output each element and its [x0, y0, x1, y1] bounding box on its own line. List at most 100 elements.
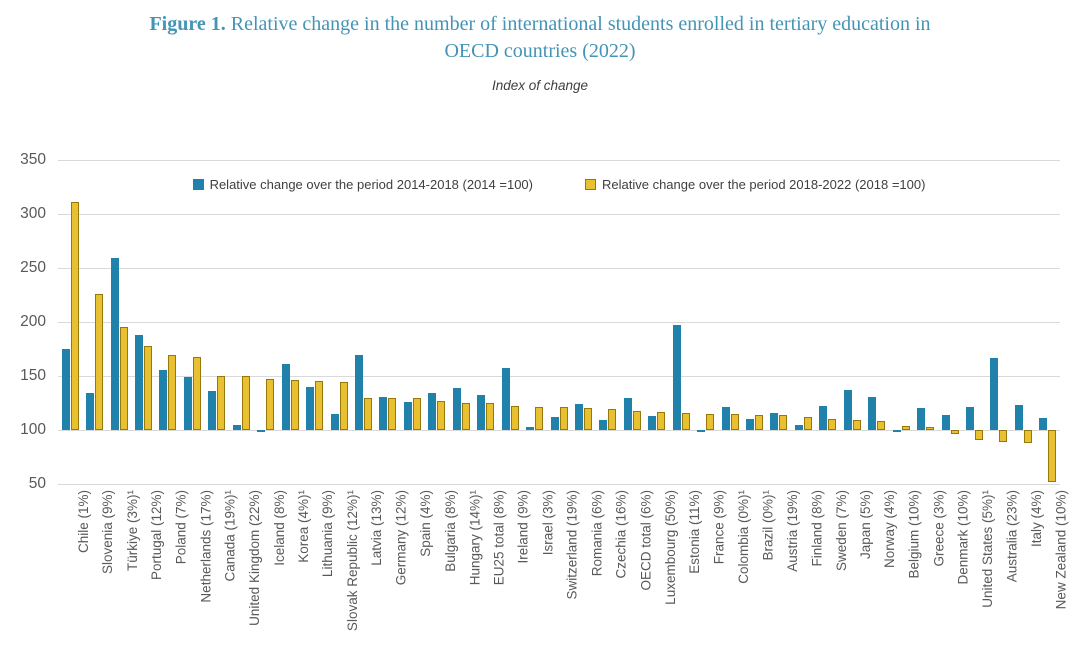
x-axis-label: Canada (19%)¹: [222, 490, 238, 582]
chart-legend: Relative change over the period 2014-201…: [58, 177, 1060, 192]
x-axis-label: Sweden (7%): [833, 490, 849, 572]
x-axis-label: Slovak Republic (12%)¹: [344, 490, 360, 632]
x-axis-label: Korea (4%)¹: [295, 490, 311, 563]
figure-title-line1: Figure 1. Relative change in the number …: [0, 11, 1080, 38]
bar-2014-2018: [843, 390, 852, 430]
x-axis-label: Japan (5%): [858, 490, 874, 560]
bar-2014-2018: [379, 396, 388, 430]
bar-2018-2022: [779, 414, 788, 430]
bar-2014-2018: [330, 413, 339, 430]
bar-2018-2022: [168, 355, 177, 430]
legend-label-2018-2022: Relative change over the period 2018-202…: [602, 177, 926, 192]
bar-2018-2022: [828, 419, 837, 430]
bar-2014-2018: [599, 420, 608, 430]
bar-2014-2018: [965, 407, 974, 430]
bar-2018-2022: [999, 430, 1008, 442]
y-axis-tick-100: 100: [20, 421, 46, 438]
bar-2018-2022: [95, 293, 104, 430]
bar-2014-2018: [917, 408, 926, 430]
chart-subtitle: Index of change: [491, 78, 589, 93]
x-axis-label: Czechia (16%): [613, 490, 629, 579]
bar-2014-2018: [281, 364, 290, 430]
bar-2014-2018: [697, 430, 706, 433]
y-axis-tick-50: 50: [28, 475, 46, 492]
x-axis-label: OECD total (6%): [638, 490, 654, 591]
bar-2018-2022: [437, 400, 446, 430]
gridline-250: [58, 268, 1060, 269]
bar-2014-2018: [306, 386, 315, 430]
x-axis-label: Poland (7%): [173, 490, 189, 565]
bar-2014-2018: [623, 397, 632, 430]
bar-2014-2018: [354, 355, 363, 430]
x-axis-label: Norway (4%): [882, 490, 898, 569]
bar-2018-2022: [583, 408, 592, 430]
bar-2018-2022: [290, 380, 299, 430]
bar-2014-2018: [208, 391, 217, 430]
x-axis-label: Greece (3%): [931, 490, 947, 567]
x-axis-label: Netherlands (17%): [198, 490, 214, 603]
legend-swatch-yellow-icon: [585, 179, 596, 190]
bar-2018-2022: [217, 376, 226, 430]
y-axis-tick-200: 200: [20, 313, 46, 330]
bar-2018-2022: [510, 406, 519, 430]
x-axis-label: United Kingdom (22%): [247, 490, 263, 626]
gridline-200: [58, 322, 1060, 323]
x-axis-label: Italy (4%): [1029, 490, 1045, 548]
bar-2014-2018: [452, 387, 461, 430]
bar-2014-2018: [990, 357, 999, 430]
bar-2018-2022: [852, 420, 861, 430]
figure-title-prefix: Figure 1.: [149, 13, 226, 35]
bar-2014-2018: [746, 419, 754, 430]
bar-2018-2022: [706, 413, 715, 430]
bar-2018-2022: [241, 376, 250, 430]
bar-2014-2018: [86, 393, 95, 430]
bar-2014-2018: [648, 415, 657, 430]
bar-2014-2018: [1014, 405, 1023, 430]
gridline-150: [58, 376, 1060, 377]
bar-2014-2018: [477, 395, 486, 430]
bar-2018-2022: [803, 417, 812, 430]
bar-2018-2022: [926, 426, 935, 430]
x-axis-label: Latvia (13%): [369, 490, 385, 566]
bar-2014-2018: [794, 424, 803, 430]
bar-2018-2022: [1048, 430, 1057, 482]
x-axis-label: United States (5%)¹: [980, 490, 996, 608]
x-axis-label: Finland (8%): [809, 490, 825, 567]
bar-2018-2022: [1023, 430, 1032, 443]
bar-2018-2022: [388, 397, 397, 430]
legend-item-2014-2018: Relative change over the period 2014-201…: [192, 177, 533, 192]
x-axis-label: Estonia (11%): [686, 490, 702, 574]
bar-2014-2018: [257, 430, 266, 433]
x-axis-label: EU25 total (8%): [491, 490, 507, 586]
bar-2014-2018: [135, 334, 144, 430]
bar-2014-2018: [550, 417, 559, 430]
x-axis-label: Denmark (10%): [955, 490, 971, 585]
bar-2014-2018: [61, 349, 70, 430]
x-axis-label: Türkiye (3%)¹: [124, 490, 140, 572]
y-axis-tick-250: 250: [20, 259, 46, 276]
bar-2018-2022: [877, 421, 886, 430]
x-axis-label: Slovenia (9%): [100, 490, 116, 575]
gridline-100: [58, 430, 1060, 431]
figure-title-text: Relative change in the number of interna…: [225, 13, 931, 35]
bar-2018-2022: [119, 327, 128, 430]
bar-2014-2018: [501, 368, 510, 430]
x-axis-label: France (9%): [711, 490, 727, 565]
bar-2018-2022: [608, 409, 617, 430]
bar-2018-2022: [70, 202, 79, 430]
x-axis-label: Ireland (9%): [515, 490, 531, 564]
figure-title-line2: OECD countries (2022): [444, 40, 636, 62]
bar-2014-2018: [110, 258, 119, 430]
bar-2014-2018: [428, 393, 437, 430]
bar-2014-2018: [672, 325, 681, 430]
bar-2018-2022: [315, 381, 324, 430]
x-axis-label: Luxembourg (50%): [662, 490, 678, 605]
figure-title: Figure 1. Relative change in the number …: [0, 11, 1080, 65]
bar-2014-2018: [941, 414, 950, 430]
y-axis-tick-350: 350: [20, 151, 46, 168]
bar-2014-2018: [403, 401, 412, 430]
gridline-350: [58, 160, 1060, 161]
bar-2014-2018: [159, 369, 168, 430]
bar-2018-2022: [950, 430, 959, 435]
